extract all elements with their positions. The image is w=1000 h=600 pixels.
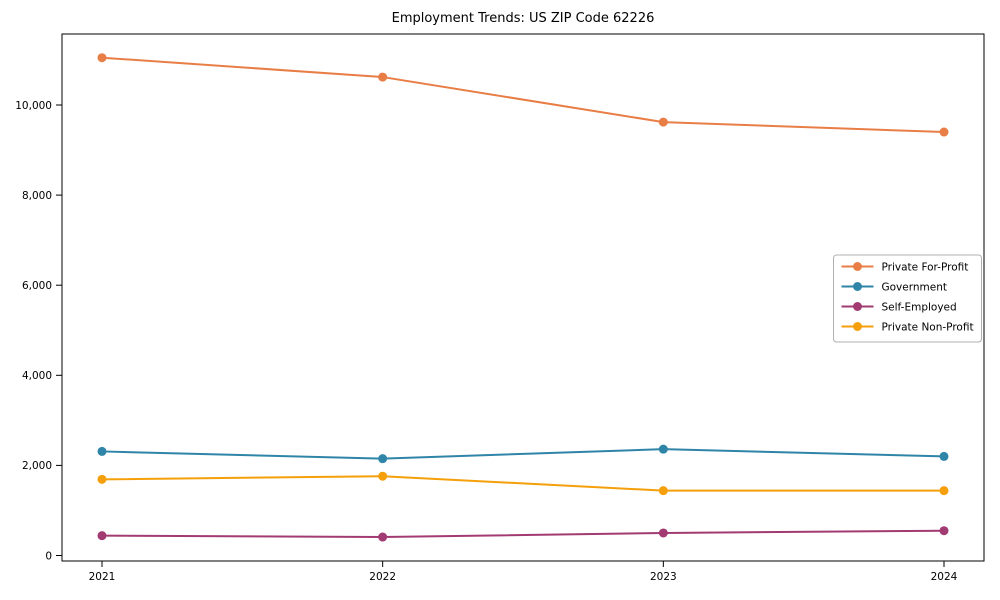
- series-line-government: [101, 448, 945, 460]
- legend-marker-private-non-profit: [853, 322, 862, 331]
- legend-label-private-non-profit: Private Non-Profit: [882, 321, 974, 333]
- data-point-private-non-profit: [658, 486, 668, 496]
- data-point-private-for-profit: [939, 127, 949, 137]
- data-point-private-non-profit: [378, 471, 388, 481]
- data-point-private-for-profit: [378, 72, 388, 82]
- x-axis-tick-label: 2024: [931, 571, 958, 583]
- legend-label-self-employed: Self-Employed: [882, 301, 957, 313]
- chart-title: Employment Trends: US ZIP Code 62226: [391, 11, 655, 26]
- data-point-self-employed: [658, 528, 668, 538]
- x-axis-tick-label: 2023: [650, 571, 677, 583]
- x-axis-tick-label: 2021: [89, 571, 116, 583]
- data-point-self-employed: [378, 532, 388, 542]
- data-point-self-employed: [939, 526, 949, 536]
- data-point-government: [97, 446, 107, 456]
- x-axis-tick-label: 2022: [369, 571, 396, 583]
- data-point-self-employed: [97, 531, 107, 541]
- series-line-self-employed: [101, 529, 945, 539]
- series-line-private-non-profit: [101, 475, 944, 492]
- legend-marker-government: [853, 282, 862, 291]
- data-point-private-for-profit: [97, 53, 107, 63]
- series-line-private-for-profit: [101, 56, 945, 134]
- data-point-private-non-profit: [939, 486, 949, 496]
- legend-label-private-for-profit: Private For-Profit: [882, 261, 969, 273]
- legend-label-government: Government: [882, 281, 947, 293]
- data-point-government: [658, 444, 668, 454]
- y-axis-tick-label: 8,000: [22, 190, 52, 202]
- data-point-private-for-profit: [658, 117, 668, 127]
- y-axis-tick-label: 10,000: [15, 100, 52, 112]
- plot-frame: [61, 33, 985, 562]
- y-axis-tick-label: 6,000: [22, 280, 52, 292]
- legend-box: [833, 254, 982, 343]
- legend-marker-self-employed: [853, 302, 862, 311]
- data-point-government: [378, 454, 388, 464]
- data-point-private-non-profit: [97, 474, 107, 484]
- y-axis-tick-label: 0: [45, 550, 52, 562]
- legend-marker-private-for-profit: [853, 262, 862, 271]
- y-axis-tick-label: 2,000: [22, 460, 52, 472]
- y-axis-tick-label: 4,000: [22, 370, 52, 382]
- data-point-government: [939, 451, 949, 461]
